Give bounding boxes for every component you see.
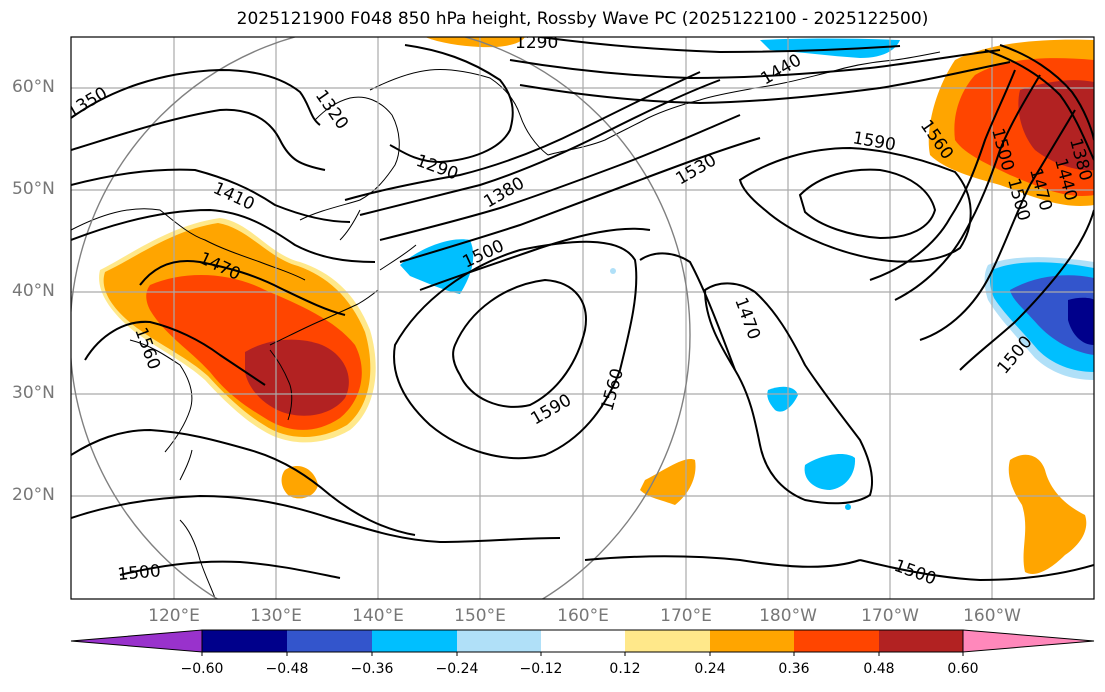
colorbar-tick-label: 0.12: [609, 661, 641, 677]
lon-label-160e: 160°E: [557, 606, 609, 626]
analysis-circle: [71, 37, 691, 599]
height-contours: [71, 37, 1094, 582]
colorbar-segment: [372, 630, 457, 652]
map-title: 2025121900 F048 850 hPa height, Rossby W…: [236, 9, 929, 29]
colorbar-tick-label: 0.48: [863, 661, 895, 677]
contour-label: 1560: [598, 366, 629, 413]
lon-label-120e: 120°E: [148, 606, 200, 626]
lat-label-30n: 30°N: [12, 383, 55, 403]
lat-label-20n: 20°N: [12, 485, 55, 505]
colorbar-tick-label: −0.12: [519, 661, 563, 677]
colorbar-segment: [794, 630, 879, 652]
contour-label: 1290: [515, 33, 558, 53]
colorbar-segment: [457, 630, 541, 652]
colorbar-segment: [202, 630, 287, 652]
lon-label-170e: 170°E: [660, 606, 712, 626]
contour-label: 1590: [528, 390, 575, 429]
colorbar-extend-high: [962, 629, 1095, 653]
colorbar-tick-label: −0.36: [350, 661, 394, 677]
colorbar-tick-label: −0.60: [180, 661, 224, 677]
colorbar-segment: [287, 630, 372, 652]
colorbar-extend-low: [70, 629, 203, 653]
contour-label: 1470: [730, 295, 764, 342]
lon-label-130e: 130°E: [250, 606, 302, 626]
colorbar-segment: [879, 630, 963, 652]
contour-label: 1320: [311, 86, 352, 133]
colorbar-segment: [625, 630, 710, 652]
colorbar: [70, 629, 1095, 656]
lon-label-170w: 170°W: [861, 606, 919, 626]
contour-label: 1530: [673, 150, 720, 189]
colorbar-tick-label: 0.60: [947, 661, 979, 677]
colorbar-tick-label: 0.24: [694, 661, 726, 677]
lon-label-140e: 140°E: [352, 606, 404, 626]
lat-label-50n: 50°N: [12, 179, 55, 199]
coastlines: [71, 51, 941, 599]
graticule: [71, 37, 1094, 599]
map-frame: [70, 36, 1095, 600]
colorbar-tick-label: 0.36: [778, 661, 810, 677]
colorbar-tick-label: −0.24: [435, 661, 479, 677]
colorbar-segment: [710, 630, 794, 652]
lat-label-60n: 60°N: [12, 77, 55, 97]
contour-label: 1500: [891, 556, 938, 590]
anomaly-shading: [99, 37, 1094, 575]
colorbar-segment: [541, 630, 625, 652]
colorbar-tick-label: −0.48: [265, 661, 309, 677]
lon-label-150e: 150°E: [454, 606, 506, 626]
contour-label: 1500: [117, 561, 162, 585]
lat-label-40n: 40°N: [12, 281, 55, 301]
lon-label-180w: 180°W: [759, 606, 817, 626]
lon-label-160w: 160°W: [963, 606, 1021, 626]
